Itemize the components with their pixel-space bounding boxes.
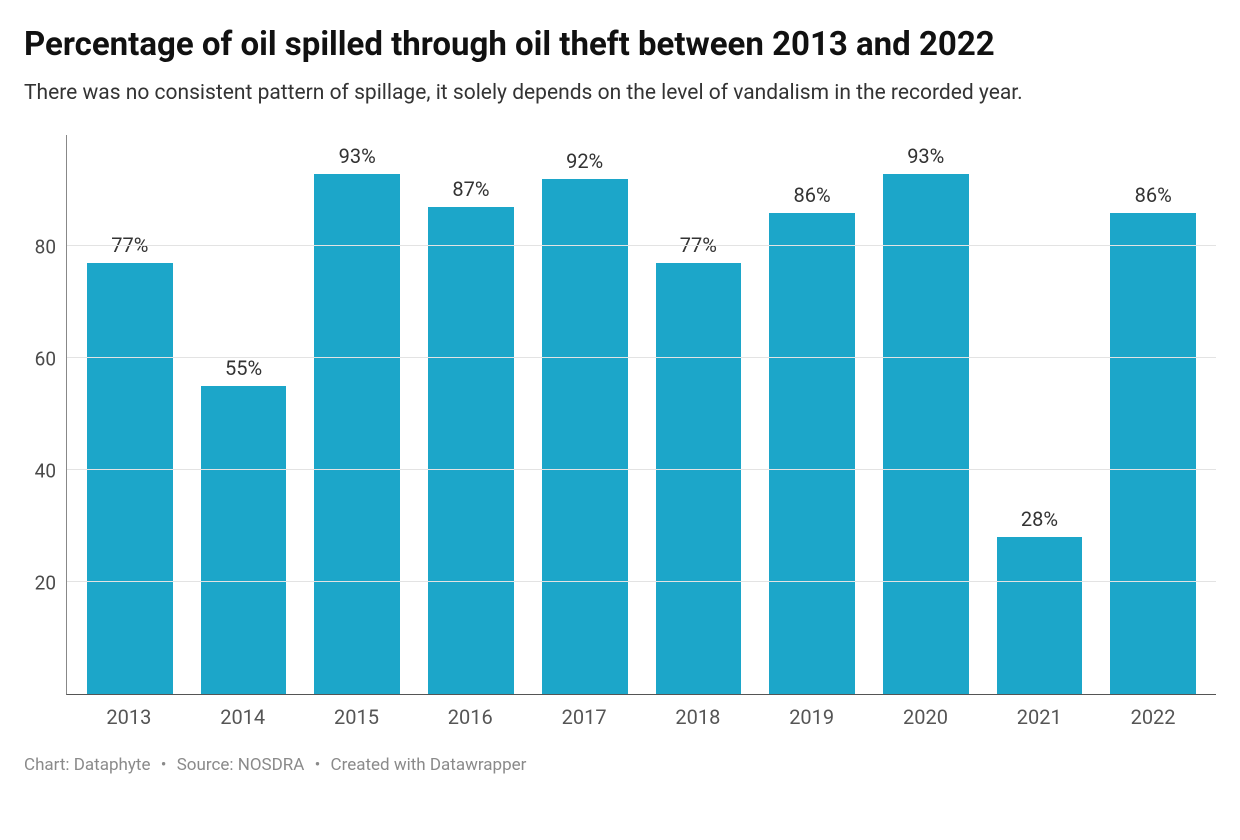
chart-credit: Chart: Dataphyte • Source: NOSDRA • Crea…	[24, 755, 1216, 775]
bar-value-label: 28%	[1021, 507, 1058, 531]
bar	[542, 179, 628, 693]
bar-value-label: 55%	[225, 356, 262, 380]
plot-area: 77% 55% 93% 87% 92% 77% 86% 93% 28% 86%	[66, 135, 1216, 695]
y-axis: 20 40 60 80	[24, 135, 66, 695]
x-tick-label: 2017	[527, 705, 641, 729]
x-tick-label: 2021	[982, 705, 1096, 729]
chart-title: Percentage of oil spilled through oil th…	[24, 24, 1216, 65]
chart-subtitle: There was no consistent pattern of spill…	[24, 79, 1216, 108]
bar-slot: 86%	[1096, 135, 1210, 694]
x-tick-label: 2014	[186, 705, 300, 729]
bar	[1110, 213, 1196, 694]
bar-value-label: 86%	[1135, 183, 1172, 207]
bar	[201, 386, 287, 693]
y-tick-label: 80	[35, 235, 56, 258]
bar-slot: 77%	[642, 135, 756, 694]
bar-slot: 28%	[983, 135, 1097, 694]
bar-slot: 55%	[187, 135, 301, 694]
bar	[314, 174, 400, 694]
bar-slot: 93%	[869, 135, 983, 694]
x-tick-label: 2016	[413, 705, 527, 729]
chart-area: 20 40 60 80 77% 55% 93% 87% 92% 77% 86% 93% 28% 86%	[24, 135, 1216, 695]
x-tick-label: 2018	[641, 705, 755, 729]
bar-slot: 77%	[73, 135, 187, 694]
gridline	[67, 245, 1216, 246]
bar-value-label: 87%	[452, 177, 489, 201]
credit-tool: Created with Datawrapper	[331, 755, 527, 775]
bar	[997, 537, 1083, 694]
bar	[87, 263, 173, 693]
gridline	[67, 469, 1216, 470]
gridline	[67, 357, 1216, 358]
credit-source: Source: NOSDRA	[177, 755, 305, 775]
bar-value-label: 93%	[339, 144, 376, 168]
bar-slot: 86%	[755, 135, 869, 694]
x-tick-label: 2013	[72, 705, 186, 729]
credit-separator: •	[315, 755, 321, 775]
bar-slot: 93%	[300, 135, 414, 694]
bar-value-label: 86%	[793, 183, 830, 207]
y-tick-label: 60	[35, 347, 56, 370]
bar-value-label: 92%	[566, 149, 603, 173]
bar	[883, 174, 969, 694]
credit-chart-by: Chart: Dataphyte	[24, 755, 151, 775]
gridline	[67, 581, 1216, 582]
bar-value-label: 93%	[907, 144, 944, 168]
credit-separator: •	[161, 755, 167, 775]
bar-slot: 92%	[528, 135, 642, 694]
x-tick-label: 2022	[1096, 705, 1210, 729]
y-tick-label: 20	[35, 571, 56, 594]
x-tick-label: 2019	[755, 705, 869, 729]
bar-slot: 87%	[414, 135, 528, 694]
x-tick-label: 2015	[300, 705, 414, 729]
x-axis: 2013201420152016201720182019202020212022	[24, 705, 1216, 729]
bars-container: 77% 55% 93% 87% 92% 77% 86% 93% 28% 86%	[67, 135, 1216, 694]
bar	[428, 207, 514, 693]
bar	[656, 263, 742, 693]
x-labels-row: 2013201420152016201720182019202020212022	[66, 705, 1216, 729]
x-tick-label: 2020	[869, 705, 983, 729]
y-tick-label: 40	[35, 459, 56, 482]
bar	[769, 213, 855, 694]
